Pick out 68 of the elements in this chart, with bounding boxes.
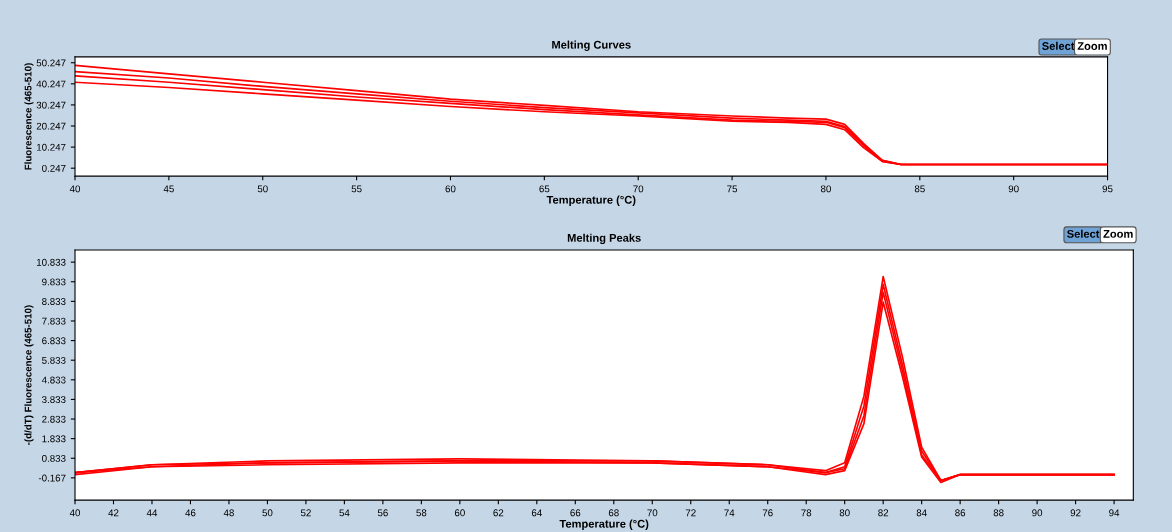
x-tick-label: 62 — [493, 509, 504, 517]
y-tick-label: 20.247 — [36, 122, 66, 130]
x-tick-label: 74 — [724, 509, 735, 517]
y-tick-label: 5.833 — [42, 356, 66, 364]
x-tick-label: 58 — [416, 509, 427, 517]
x-tick-label: 82 — [878, 509, 889, 517]
x-tick-label: 70 — [647, 509, 658, 517]
x-tick-label: 42 — [108, 509, 119, 517]
x-tick-label: 48 — [223, 509, 234, 517]
text: Select — [1067, 229, 1100, 238]
x-tick-label: 65 — [539, 185, 550, 193]
x-axis-title: Temperature (°C) — [559, 519, 649, 530]
y-axis-title: -(d/dT) Fluorescence (465-510) — [24, 305, 34, 445]
x-tick-label: 86 — [955, 509, 966, 517]
x-tick-label: 40 — [69, 509, 81, 517]
x-tick-label: 88 — [993, 509, 1004, 517]
x-tick-label: 90 — [1008, 185, 1019, 193]
x-tick-label: 60 — [445, 185, 456, 193]
y-tick-label: 10.247 — [36, 143, 66, 151]
x-tick-label: 52 — [300, 509, 311, 517]
x-tick-label: 95 — [1102, 185, 1113, 193]
text: Zoom — [1103, 230, 1133, 238]
y-tick-label: 2.833 — [42, 415, 66, 423]
x-tick-label: 80 — [839, 509, 850, 517]
x-tick-label: 90 — [1032, 509, 1043, 517]
y-tick-label: -0.167 — [38, 474, 66, 482]
y-tick-label: 30.247 — [36, 101, 66, 109]
x-tick-label: 78 — [801, 509, 812, 517]
chart-title: Melting Curves — [552, 40, 631, 51]
y-axis-title: Fluorescence (465-510) — [24, 63, 34, 170]
y-tick-label: 3.833 — [42, 396, 66, 404]
y-tick-label: 9.833 — [42, 278, 66, 286]
x-tick-label: 76 — [762, 509, 773, 517]
x-tick-label: 44 — [146, 509, 158, 517]
x-tick-label: 64 — [531, 509, 542, 517]
x-tick-label: 45 — [163, 185, 174, 193]
x-tick-label: 56 — [377, 509, 388, 517]
x-tick-label: 80 — [820, 185, 831, 193]
y-tick-label: 7.833 — [42, 317, 66, 325]
x-tick-label: 92 — [1070, 509, 1081, 517]
x-tick-label: 68 — [608, 509, 619, 517]
y-tick-label: 1.833 — [42, 435, 66, 443]
y-tick-label: 4.833 — [41, 376, 66, 384]
x-tick-label: 50 — [257, 185, 268, 193]
y-tick-label: 8.833 — [42, 298, 66, 305]
x-tick-label: 55 — [351, 185, 362, 193]
x-tick-label: 72 — [685, 509, 696, 517]
y-tick-label: 0.247 — [42, 164, 66, 172]
y-tick-label: 0.833 — [42, 454, 66, 462]
y-tick-label: 50.247 — [36, 59, 66, 67]
x-tick-label: 46 — [185, 509, 196, 517]
x-tick-label: 66 — [570, 509, 581, 517]
x-tick-label: 75 — [727, 185, 738, 193]
text: Select — [1042, 41, 1075, 50]
x-tick-label: 70 — [633, 185, 644, 193]
y-tick-label: 40.247 — [36, 80, 66, 88]
x-tick-label: 50 — [262, 509, 273, 517]
x-tick-label: 85 — [914, 185, 925, 193]
y-tick-label: 6.833 — [42, 337, 66, 345]
x-tick-label: 54 — [339, 509, 350, 517]
chart-title: Melting Peaks — [567, 233, 641, 245]
y-tick-label: 10.833 — [36, 258, 66, 266]
x-tick-label: 94 — [1109, 509, 1120, 517]
x-tick-label: 60 — [454, 509, 465, 517]
x-tick-label: 84 — [916, 509, 927, 517]
x-tick-label: 40 — [69, 185, 81, 193]
text: Zoom — [1077, 42, 1107, 50]
x-axis-title: Temperature (°C) — [546, 195, 636, 206]
